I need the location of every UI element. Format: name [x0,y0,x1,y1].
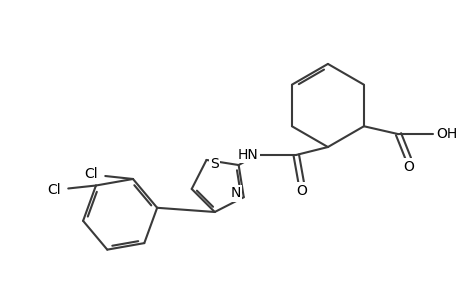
Text: N: N [230,186,241,200]
Text: HN: HN [237,148,257,162]
Text: O: O [295,184,306,198]
Text: O: O [402,160,413,174]
Text: Cl: Cl [84,167,98,181]
Text: S: S [210,157,218,171]
Text: OH: OH [436,127,457,141]
Text: Cl: Cl [47,184,61,197]
